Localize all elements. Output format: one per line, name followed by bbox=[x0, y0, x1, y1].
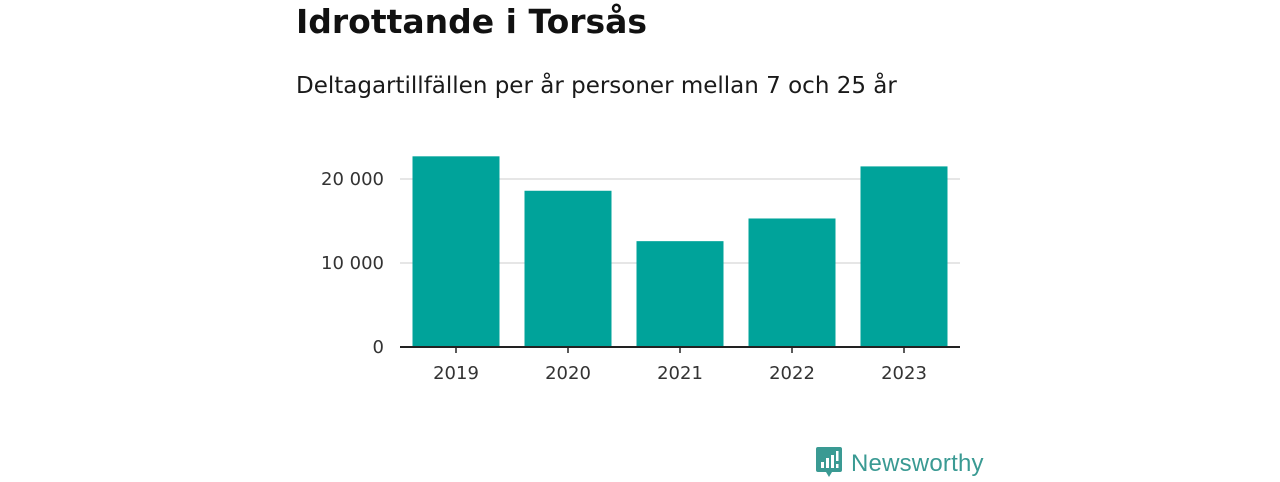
bar bbox=[524, 190, 612, 347]
x-tick-label: 2019 bbox=[433, 363, 479, 384]
x-tick-label: 2021 bbox=[657, 363, 703, 384]
y-tick-label: 10 000 bbox=[321, 253, 384, 274]
chart-title: Idrottande i Torsås bbox=[296, 2, 648, 41]
brand-name: Newsworthy bbox=[851, 450, 984, 477]
bar bbox=[748, 218, 836, 347]
x-tick-label: 2020 bbox=[545, 363, 591, 384]
x-tick-label: 2023 bbox=[881, 363, 927, 384]
bar bbox=[860, 166, 948, 347]
chart-subtitle: Deltagartillfällen per år personer mella… bbox=[296, 73, 897, 99]
y-tick-label: 0 bbox=[373, 337, 384, 358]
x-tick-label: 2022 bbox=[769, 363, 815, 384]
y-tick-label: 20 000 bbox=[321, 169, 384, 190]
bar bbox=[636, 241, 724, 347]
bar bbox=[412, 156, 500, 347]
newsworthy-logo-icon bbox=[815, 446, 843, 482]
newsworthy-brand: Newsworthy bbox=[815, 446, 984, 482]
